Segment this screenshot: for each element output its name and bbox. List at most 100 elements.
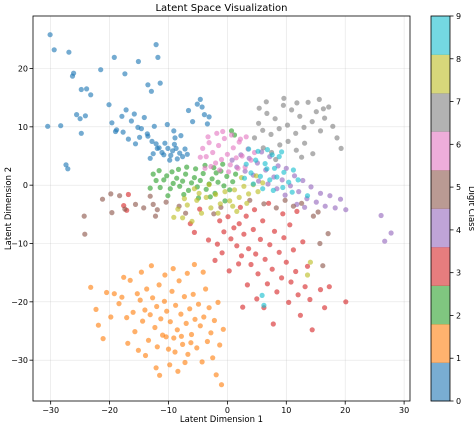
data-point-class-0	[71, 70, 77, 76]
data-point-class-9	[281, 169, 287, 175]
data-point-class-3	[219, 250, 225, 256]
data-point-class-0	[180, 154, 186, 160]
data-point-class-3	[317, 287, 324, 293]
data-point-class-4	[343, 207, 349, 213]
data-point-class-0	[190, 119, 196, 125]
data-point-class-4	[317, 190, 324, 196]
data-point-class-2	[164, 173, 170, 179]
data-point-class-0	[74, 112, 80, 118]
data-point-class-1	[182, 359, 188, 366]
data-point-class-4	[332, 205, 338, 211]
colorbar-segment	[431, 131, 450, 171]
data-point-class-7	[273, 156, 279, 163]
data-point-class-0	[147, 155, 153, 161]
data-point-class-3	[217, 218, 223, 224]
data-point-class-7	[313, 109, 319, 115]
data-point-class-2	[184, 164, 190, 170]
data-point-class-6	[203, 154, 209, 160]
data-point-class-3	[271, 228, 278, 234]
data-point-class-3	[309, 327, 315, 333]
data-point-class-3	[283, 259, 289, 265]
x-tick-label: 30	[399, 406, 409, 415]
data-point-class-6	[213, 160, 219, 166]
data-point-class-8	[222, 189, 228, 195]
data-point-class-2	[228, 128, 235, 134]
data-point-class-9	[274, 174, 280, 180]
data-point-class-3	[240, 304, 246, 310]
data-point-class-3	[243, 213, 249, 219]
data-point-class-0	[47, 32, 53, 38]
data-point-class-1	[190, 291, 196, 297]
data-point-class-1	[220, 326, 226, 332]
data-point-class-1	[204, 338, 210, 345]
data-point-class-8	[230, 203, 236, 209]
data-point-class-9	[270, 187, 276, 193]
data-point-class-0	[148, 88, 154, 94]
data-point-class-0	[82, 113, 88, 119]
data-point-class-5	[154, 207, 160, 213]
data-point-class-1	[180, 341, 186, 347]
data-point-class-3	[274, 289, 280, 295]
data-point-class-7	[317, 128, 324, 134]
data-point-class-6	[239, 153, 245, 159]
y-tick-label: −30	[11, 356, 28, 365]
data-point-class-9	[248, 170, 254, 176]
data-point-class-3	[234, 243, 240, 249]
data-point-class-8	[255, 189, 261, 195]
data-point-class-0	[151, 123, 157, 129]
data-point-class-9	[250, 181, 256, 187]
data-point-class-1	[154, 303, 160, 310]
data-point-class-0	[174, 156, 180, 162]
data-point-class-3	[246, 246, 252, 252]
data-point-class-3	[241, 231, 247, 237]
data-point-class-5	[320, 263, 326, 269]
data-point-class-6	[216, 142, 222, 149]
data-point-class-1	[157, 372, 163, 378]
data-point-class-6	[202, 165, 208, 171]
data-point-class-8	[304, 272, 311, 278]
data-point-class-3	[197, 206, 203, 212]
data-point-class-9	[243, 161, 249, 167]
data-point-class-6	[235, 165, 241, 171]
data-point-class-1	[201, 314, 207, 320]
data-point-class-0	[144, 131, 150, 137]
data-point-class-5	[183, 210, 189, 216]
data-point-class-1	[153, 365, 159, 371]
data-point-class-6	[210, 149, 216, 156]
colorbar-tick-label: 2	[456, 311, 461, 320]
data-point-class-6	[228, 132, 235, 138]
data-point-class-1	[203, 286, 209, 292]
data-point-class-3	[260, 218, 266, 224]
colorbar-segment	[431, 247, 450, 286]
data-point-class-3	[326, 284, 332, 290]
colorbar-segment	[431, 285, 450, 325]
data-point-class-7	[256, 105, 262, 111]
data-point-class-0	[77, 116, 83, 122]
data-point-class-7	[272, 116, 278, 122]
data-point-class-7	[297, 113, 303, 119]
data-point-class-1	[116, 301, 122, 307]
data-point-class-0	[88, 92, 94, 98]
data-point-class-7	[326, 104, 332, 110]
data-point-class-9	[255, 148, 261, 154]
data-point-class-9	[304, 193, 311, 199]
data-point-class-1	[191, 261, 197, 268]
data-point-class-4	[256, 178, 262, 184]
data-point-class-4	[388, 230, 394, 236]
data-point-class-4	[291, 173, 298, 179]
data-point-class-5	[317, 240, 323, 247]
data-point-class-7	[334, 135, 340, 141]
data-point-class-4	[279, 177, 285, 183]
data-point-class-0	[51, 47, 57, 53]
data-point-class-3	[286, 299, 292, 305]
data-point-class-3	[212, 257, 218, 263]
data-point-class-1	[170, 266, 176, 272]
data-point-class-1	[185, 351, 191, 357]
data-point-class-1	[158, 316, 164, 322]
data-point-class-3	[288, 279, 294, 285]
colorbar: 0 1 2 3 4 5 6 7 8 9	[430, 12, 461, 406]
data-point-class-8	[246, 191, 252, 197]
colorbar-tick-label: 9	[456, 12, 461, 21]
data-point-class-1	[135, 347, 141, 353]
data-point-class-2	[150, 171, 156, 177]
